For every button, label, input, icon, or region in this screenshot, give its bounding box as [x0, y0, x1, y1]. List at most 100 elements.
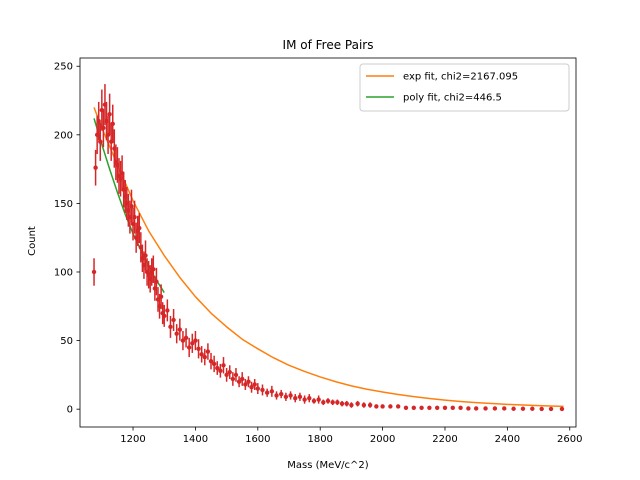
data-point: [183, 335, 189, 341]
y-tick-label: 100: [54, 267, 73, 278]
data-point: [325, 398, 331, 404]
data-point: [442, 405, 448, 410]
data-point: [93, 165, 98, 170]
x-tick-label: 1400: [183, 434, 208, 445]
data-point: [419, 405, 424, 410]
data-point: [255, 386, 261, 391]
data-point: [252, 382, 257, 387]
data-point: [101, 125, 106, 131]
data-point: [434, 405, 440, 410]
legend: exp fit, chi2=2167.095 poly fit, chi2=446…: [359, 63, 570, 112]
data-point: [205, 349, 211, 354]
data-point: [380, 404, 385, 409]
data-point: [492, 406, 498, 411]
data-point: [215, 365, 220, 371]
axes-frame: [79, 57, 577, 428]
data-point: [483, 406, 488, 411]
data-point: [330, 400, 335, 405]
data-point: [129, 203, 134, 209]
data-point: [321, 400, 326, 405]
data-point: [162, 313, 167, 319]
data-point: [171, 317, 176, 323]
data-point: [218, 368, 223, 373]
data-point: [196, 346, 201, 352]
x-tick-label: 2600: [557, 434, 582, 445]
data-point: [367, 402, 373, 408]
x-tick-label: 2200: [432, 434, 457, 445]
data-point: [154, 279, 159, 284]
data-point: [236, 379, 242, 384]
y-tick-label: 150: [54, 199, 73, 210]
data-point: [307, 395, 312, 401]
data-point: [311, 398, 317, 404]
data-point: [107, 112, 112, 117]
x-tick-label: 1600: [245, 434, 270, 445]
x-tick-label: 2000: [370, 434, 395, 445]
data-point: [411, 405, 416, 410]
data-point: [151, 267, 156, 272]
data-point: [165, 308, 170, 313]
data-point: [202, 354, 207, 360]
axes: 1200 1400 1600 1800 2000 2200 2400 2600 0 50 100 15…: [54, 57, 582, 445]
data-point: [199, 352, 204, 357]
y-axis-title: Count: [27, 226, 38, 256]
data-point: [221, 363, 226, 368]
data-point: [230, 376, 236, 382]
data-point: [168, 324, 173, 330]
data-point: [110, 121, 115, 127]
data-point: [316, 397, 321, 402]
data-point: [240, 376, 245, 382]
data-point: [283, 394, 289, 400]
data-point: [388, 404, 393, 409]
data-point: [458, 405, 463, 410]
x-tick-label: 2400: [495, 434, 520, 445]
data-point: [91, 269, 97, 275]
data-point: [302, 397, 307, 402]
series-line-0: [93, 107, 564, 408]
data-point: [520, 406, 526, 411]
data-point: [158, 294, 164, 299]
data-point: [335, 400, 340, 405]
y-tick-label: 250: [54, 62, 73, 73]
data-point: [427, 405, 432, 410]
chart-title: IM of Free Pairs: [283, 38, 374, 52]
data-point: [243, 382, 248, 387]
data-point: [227, 369, 232, 375]
data-point: [233, 372, 239, 378]
data-point: [96, 118, 101, 124]
data-point: [98, 139, 103, 144]
data-point: [132, 214, 137, 220]
data-point: [269, 389, 275, 394]
data-point: [349, 402, 354, 408]
legend-label: poly fit, chi2=446.5: [403, 93, 502, 104]
data-point: [143, 253, 148, 258]
data-point: [403, 405, 409, 410]
data-point: [297, 394, 303, 400]
data-point: [466, 406, 471, 411]
data-point: [395, 404, 401, 409]
y-tick-label: 200: [54, 130, 73, 141]
data-point: [246, 379, 251, 384]
y-tick-label: 0: [67, 405, 73, 416]
data-point: [511, 406, 516, 411]
data-point: [224, 372, 229, 378]
data-point: [530, 406, 535, 411]
data-point: [274, 393, 279, 398]
data-point: [559, 406, 565, 412]
data-point: [355, 401, 360, 406]
data-point: [186, 345, 192, 350]
data-point: [264, 390, 270, 395]
data-point: [539, 406, 544, 412]
data-point: [180, 338, 186, 343]
data-point: [548, 406, 554, 412]
plot-area: [91, 84, 565, 412]
data-point: [190, 341, 195, 346]
data-point: [374, 404, 379, 409]
data-point: [344, 401, 349, 406]
data-point: [174, 331, 179, 336]
y-tick-label: 50: [60, 336, 73, 347]
data-point: [339, 401, 345, 406]
x-tick-label: 1800: [307, 434, 332, 445]
data-point: [450, 405, 455, 410]
